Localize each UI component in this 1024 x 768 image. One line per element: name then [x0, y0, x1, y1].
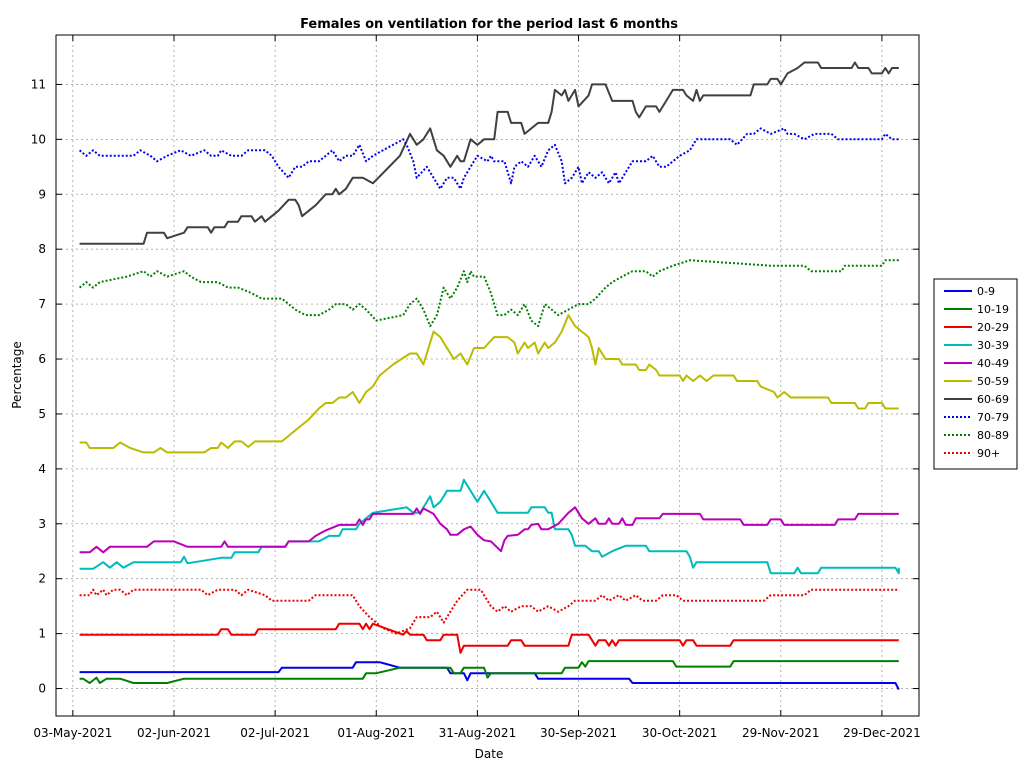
- series-line-40-49: [79, 506, 899, 554]
- y-tick-label: 4: [38, 462, 46, 476]
- legend-label: 40-49: [977, 357, 1009, 370]
- y-tick-label: 11: [31, 77, 46, 91]
- legend: 0-9 10-19 20-29 30-39 40-49 50-59 60-69 70-79 80…: [933, 278, 1018, 470]
- y-tick-label: 2: [38, 572, 46, 586]
- x-tick-label: 02-Jun-2021: [137, 726, 211, 740]
- y-axis-title: Percentage: [10, 341, 24, 409]
- y-tick-label: 6: [38, 352, 46, 366]
- legend-label: 90+: [977, 447, 1000, 460]
- chart-title: Females on ventilation for the period la…: [300, 17, 678, 32]
- legend-label: 10-19: [977, 303, 1009, 316]
- x-tick-label: 01-Aug-2021: [337, 726, 415, 740]
- series-line-20-29: [79, 622, 899, 654]
- y-tick-label: 5: [38, 407, 46, 421]
- legend-label: 0-9: [977, 285, 995, 298]
- legend-label: 50-59: [977, 375, 1009, 388]
- series-lines: [78, 61, 900, 691]
- x-tick-label: 29-Nov-2021: [742, 726, 820, 740]
- series-line-50-59: [79, 314, 899, 454]
- x-axis-title: Date: [475, 747, 504, 761]
- x-tick-label: 29-Dec-2021: [843, 726, 921, 740]
- y-tick-label: 7: [38, 297, 46, 311]
- y-tick-label: 9: [38, 187, 46, 201]
- x-tick-label: 30-Oct-2021: [642, 726, 718, 740]
- x-tick-label: 03-May-2021: [33, 726, 112, 740]
- legend-label: 80-89: [977, 429, 1009, 442]
- series-line-10-19: [79, 660, 899, 684]
- legend-label: 30-39: [977, 339, 1009, 352]
- x-tick-label: 30-Sep-2021: [540, 726, 617, 740]
- axis-ticks: 0 1 2 3 4 5 6 7 8 9 10 11 03-May-2021 02-Jun-2021 02-J…: [31, 35, 921, 740]
- y-tick-label: 1: [38, 627, 46, 641]
- y-tick-label: 10: [31, 132, 46, 146]
- series-line-30-39: [79, 478, 900, 575]
- plot-frame: [55, 34, 920, 717]
- legend-label: 70-79: [977, 411, 1009, 424]
- legend-label: 60-69: [977, 393, 1009, 406]
- x-tick-label: 31-Aug-2021: [439, 726, 517, 740]
- series-line-90-plus: [79, 588, 899, 635]
- x-tick-label: 02-Jul-2021: [240, 726, 310, 740]
- legend-box: [933, 278, 1018, 470]
- y-tick-label: 8: [38, 242, 46, 256]
- series-line-60-69: [79, 61, 899, 245]
- legend-label: 20-29: [977, 321, 1009, 334]
- y-tick-label: 0: [38, 682, 46, 696]
- y-tick-label: 3: [38, 517, 46, 531]
